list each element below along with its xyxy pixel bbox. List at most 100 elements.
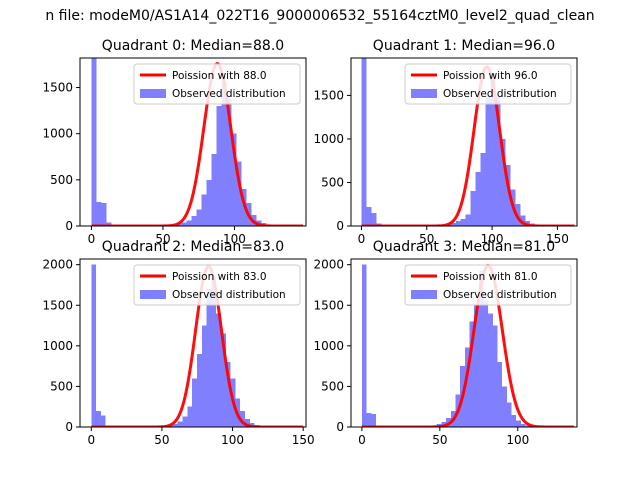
quadrant-2-ytick-label: 500 xyxy=(50,379,73,393)
quadrant-1-hist-bar xyxy=(460,219,466,226)
quadrant-3-hist-bar xyxy=(483,301,489,427)
quadrant-2-fit-curve xyxy=(91,264,304,427)
quadrant-3-hist-bar xyxy=(492,325,498,427)
quadrant-3-hist-bar xyxy=(506,402,512,427)
quadrant-1-xtick-label: 100 xyxy=(481,232,504,246)
quadrant-0-hist-bar xyxy=(221,82,227,226)
quadrant-3-ytick-label: 0 xyxy=(336,420,344,434)
quadrant-0-hist-bar xyxy=(231,133,237,226)
quadrant-0-ytick-label: 1500 xyxy=(42,81,73,95)
quadrant-3-hist-bar xyxy=(511,414,517,427)
quadrant-2-axes-frame xyxy=(79,258,307,428)
quadrant-0-hist-bar xyxy=(201,194,207,226)
quadrant-0-xtick-label: 50 xyxy=(155,232,170,246)
quadrant-2-xtick-label: 150 xyxy=(292,433,315,447)
quadrant-2-hist-bar xyxy=(216,313,221,427)
quadrant-1-hist-bar xyxy=(480,152,486,226)
quadrant-3-hist-bar xyxy=(469,321,475,427)
quadrant-0-hist-bar xyxy=(206,179,212,226)
quadrant-3-ytick-label: 1000 xyxy=(313,339,344,353)
quadrant-3-xtick-label: 50 xyxy=(432,433,447,447)
quadrant-1-title: Quadrant 1: Median=96.0 xyxy=(373,38,555,54)
quadrant-1-ytick-label: 1000 xyxy=(313,132,344,146)
quadrant-0-hist-bar xyxy=(106,222,112,226)
legend-box xyxy=(404,264,572,306)
quadrant-3-hist-bar xyxy=(474,305,479,427)
legend-hist-swatch xyxy=(411,89,437,98)
quadrant-3-hist-bar xyxy=(516,420,521,427)
quadrant-1-panel: Quadrant 1: Median=96.00 50 100 15005001000… xyxy=(313,38,578,246)
quadrant-0-panel: Quadrant 0: Median=88.00 50 10005001000150… xyxy=(42,38,307,246)
quadrant-1-hist-bar xyxy=(470,191,476,226)
quadrant-1-hist-bar xyxy=(505,165,511,226)
quadrant-2-title: Quadrant 2: Median=83.0 xyxy=(102,239,284,255)
quadrant-2-hist-bar xyxy=(211,276,217,427)
quadrant-1-xtick-label: 50 xyxy=(419,232,434,246)
quadrant-2-xtick-label: 0 xyxy=(87,433,95,447)
quadrant-2-hist-bar xyxy=(91,264,97,427)
quadrant-1-hist-bar xyxy=(366,206,372,226)
quadrant-2-hist-bar xyxy=(96,410,101,427)
quadrant-1-hist-bar xyxy=(520,215,526,226)
quadrant-0-hist-bar xyxy=(196,209,202,226)
quadrant-1-hist-bar xyxy=(361,58,367,226)
quadrant-2-ytick-label: 0 xyxy=(65,420,73,434)
quadrant-2-hist-bar xyxy=(249,422,255,427)
quadrant-0-hist-bar xyxy=(226,98,232,226)
quadrant-2-hist-bar xyxy=(206,289,212,427)
quadrant-2-hist-bar xyxy=(187,406,193,427)
legend-hist-swatch xyxy=(411,290,437,299)
quadrant-1-hist-bar xyxy=(495,95,501,226)
quadrant-1-ytick-label: 1500 xyxy=(313,88,344,102)
quadrant-2-hist-bar xyxy=(177,421,183,427)
legend-fit-label: Poission with 96.0 xyxy=(443,70,538,82)
quadrant-0-ytick-label: 1000 xyxy=(42,127,73,141)
quadrant-2-hist-bar xyxy=(192,378,197,427)
quadrant-1-legend: Poission with 96.0 Observed distribution xyxy=(404,63,572,105)
quadrant-2-hist-bar xyxy=(201,325,207,427)
legend-hist-swatch xyxy=(140,89,166,98)
quadrant-0-axes-frame xyxy=(79,57,307,227)
quadrant-0-hist-bar xyxy=(211,154,217,226)
legend-box xyxy=(404,63,572,105)
quadrant-0-hist-bar xyxy=(186,220,192,226)
quadrant-0-xtick-label: 100 xyxy=(223,232,246,246)
quadrant-3-hist-bar xyxy=(488,313,493,427)
legend-box xyxy=(133,264,301,306)
quadrant-0-ytick-label: 0 xyxy=(65,219,73,233)
legend-box xyxy=(133,63,301,105)
quadrant-2-xtick-label: 100 xyxy=(221,433,244,447)
quadrant-1-hist-bar xyxy=(490,73,496,226)
quadrant-3-axes-frame xyxy=(350,258,578,428)
quadrant-3-hist-bar xyxy=(525,425,531,427)
legend-fit-label: Poission with 88.0 xyxy=(172,70,267,82)
quadrant-3-hist-bar xyxy=(464,347,470,427)
quadrant-2-legend: Poission with 83.0 Observed distribution xyxy=(133,264,301,306)
quadrant-1-hist-bar xyxy=(525,220,531,226)
quadrant-1-ytick-label: 500 xyxy=(321,175,344,189)
quadrant-1-hist-bar xyxy=(371,212,377,226)
quadrant-2-hist-bar xyxy=(172,423,178,427)
quadrant-2-hist-bar xyxy=(196,353,202,427)
quadrant-0-hist-bar xyxy=(101,202,107,226)
figure-suptitle: n file: modeM0/AS1A14_022T16_9000006532_… xyxy=(45,8,594,24)
quadrant-2-hist-bar xyxy=(244,418,250,427)
quadrant-0-hist-bar xyxy=(96,202,102,226)
legend-fit-label: Poission with 81.0 xyxy=(443,271,538,283)
quadrant-3-hist-bar xyxy=(502,386,507,427)
quadrant-0-hist-bar xyxy=(236,161,242,226)
quadrant-3-ytick-label: 500 xyxy=(321,379,344,393)
quadrant-1-hist-bar xyxy=(485,95,491,226)
quadrant-2-ytick-label: 1000 xyxy=(42,339,73,353)
quadrant-3-xtick-label: 0 xyxy=(358,433,366,447)
quadrant-0-legend: Poission with 88.0 Observed distribution xyxy=(133,63,301,105)
quadrant-1-hist-bar xyxy=(450,222,456,226)
legend-hist-label: Observed distribution xyxy=(443,88,557,100)
quadrant-2-xtick-label: 50 xyxy=(154,433,169,447)
quadrant-2-ytick-label: 1500 xyxy=(42,298,73,312)
quadrant-0-hist-bar xyxy=(216,106,222,226)
quadrant-1-hist-bar xyxy=(465,214,471,226)
quadrant-2-ytick-label: 2000 xyxy=(42,258,73,272)
quadrant-2-plot-area xyxy=(91,264,304,427)
